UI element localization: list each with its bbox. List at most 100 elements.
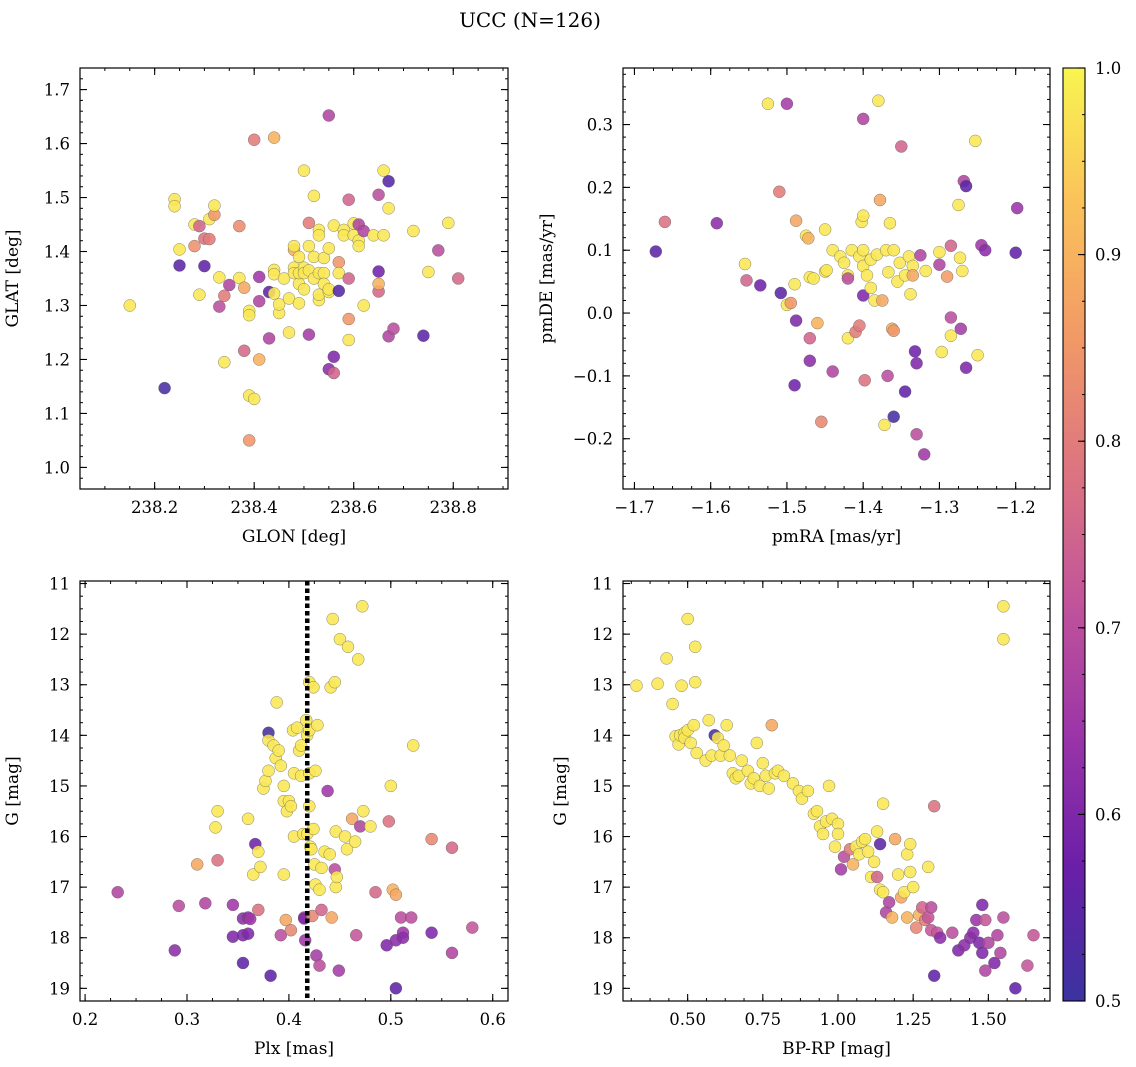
y-tick-label: 18 (592, 929, 613, 948)
data-point (340, 843, 354, 856)
data-point (803, 332, 816, 345)
data-point (466, 921, 479, 934)
data-point (910, 921, 923, 934)
data-point (853, 319, 866, 332)
data-point (816, 827, 830, 841)
data-point (872, 94, 885, 107)
data-point (887, 244, 900, 257)
panel-proper-motion: −1.7 −1.6 −1.5 −1.4 −1.3 −1.2 −0.2 −0.1 0.0 0.1 0.… (537, 67, 1051, 547)
data-point (282, 292, 296, 305)
data-point (904, 837, 917, 851)
colorbar-tick-label: 0.5 (1095, 992, 1121, 1011)
data-point (881, 369, 894, 383)
data-point (396, 931, 410, 944)
data-point (867, 855, 881, 868)
figure-title: UCC (N=126) (459, 8, 601, 32)
data-point (211, 805, 224, 818)
colorbar-tick-label: 0.9 (1095, 246, 1121, 265)
data-point (292, 250, 306, 264)
points (123, 109, 465, 447)
data-point (348, 835, 362, 848)
data-point (432, 244, 445, 257)
colorbar-tick-label: 0.8 (1095, 432, 1121, 451)
data-point (858, 374, 871, 387)
data-point (158, 381, 171, 395)
data-point (226, 898, 240, 912)
x-tick-label: −1.7 (614, 498, 654, 517)
x-tick-label: −1.6 (691, 498, 731, 517)
y-tick-label: 1.6 (44, 135, 70, 154)
y-tick-label: 11 (592, 575, 613, 594)
data-point (979, 913, 992, 927)
data-point (717, 739, 730, 752)
data-point (910, 357, 923, 370)
data-point (765, 719, 778, 732)
data-point (1011, 201, 1024, 215)
data-point (702, 714, 715, 727)
data-point (815, 415, 828, 428)
data-point (254, 860, 267, 874)
data-point (244, 912, 257, 926)
y-tick-label: 0.0 (587, 304, 613, 323)
data-point (267, 131, 281, 144)
data-point (846, 858, 860, 871)
data-point (243, 434, 256, 447)
data-point (345, 812, 359, 825)
data-point (928, 969, 941, 982)
data-point (723, 749, 736, 762)
y-tick-label: 1.0 (44, 458, 70, 477)
y-tick-label: 17 (592, 878, 613, 897)
data-point (649, 245, 662, 258)
data-point (1027, 929, 1040, 942)
x-tick-label: 238.8 (430, 498, 477, 517)
data-point (248, 133, 261, 146)
data-point (888, 832, 902, 846)
data-point (168, 200, 181, 213)
data-point (302, 328, 316, 341)
y-tick-label: 19 (592, 979, 613, 998)
data-point (684, 736, 697, 750)
data-point (887, 324, 900, 337)
data-point (173, 243, 186, 256)
data-point (277, 272, 291, 285)
data-point (630, 679, 643, 692)
data-point (710, 217, 723, 230)
data-point (997, 633, 1010, 646)
panel-sky-position: 238.2 238.4 238.6 238.8 1.0 1.1 1.2 1.3 1.4 1.5 1.… (3, 67, 509, 547)
data-point (789, 314, 803, 327)
data-point (284, 924, 298, 937)
data-point (904, 288, 917, 301)
data-point (735, 754, 748, 767)
data-point (253, 270, 266, 284)
data-point (666, 697, 679, 711)
data-point (907, 880, 920, 894)
data-point (233, 219, 246, 233)
data-point (928, 800, 941, 813)
data-point (274, 929, 287, 942)
data-point (342, 272, 355, 285)
y-tick-label: 1.1 (44, 404, 70, 423)
data-point (425, 926, 438, 939)
data-point (445, 841, 459, 854)
data-point (994, 946, 1007, 960)
data-point (213, 271, 226, 284)
panel-color-magnitude: 0.50 0.75 1.00 1.25 1.50 11 12 13 14 15 16 17 18 19 BP… (551, 575, 1051, 1059)
data-point (341, 640, 355, 653)
data-point (352, 653, 365, 666)
data-point (407, 739, 420, 752)
x-tick-label: 0.6 (480, 1010, 506, 1029)
data-point (253, 353, 266, 366)
data-point (309, 764, 322, 777)
data-point (935, 345, 948, 359)
y-tick-label: 0.1 (587, 241, 613, 260)
data-point (934, 931, 947, 944)
data-point (264, 969, 277, 982)
data-point (193, 288, 206, 301)
x-tick-label: 0.4 (276, 1010, 302, 1029)
y-tick-label: −0.1 (573, 367, 613, 386)
data-point (332, 284, 345, 298)
data-point (191, 858, 204, 871)
data-point (910, 428, 923, 441)
x-tick-label: 238.6 (330, 498, 377, 517)
data-point (1009, 982, 1022, 995)
